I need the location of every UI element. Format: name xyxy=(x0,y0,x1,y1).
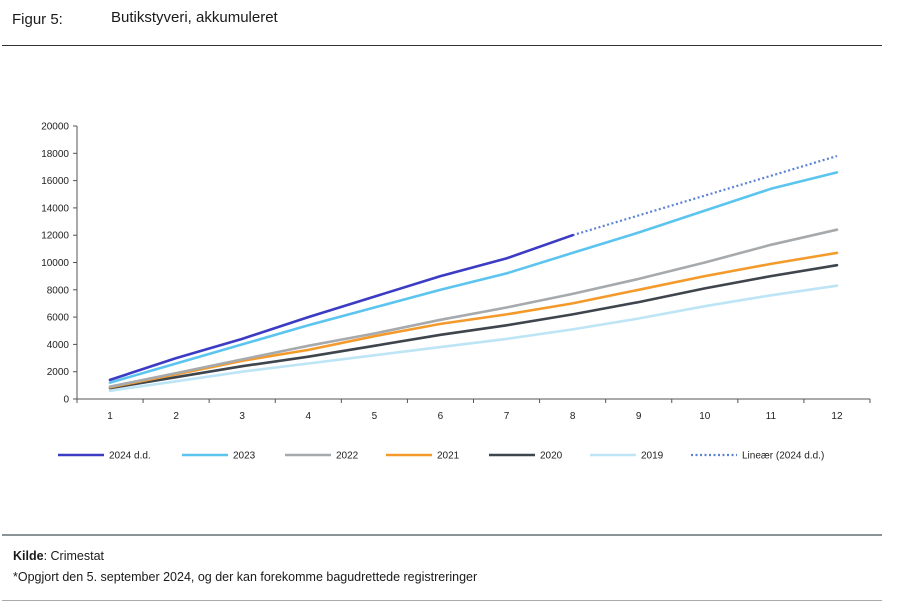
x-tick-label: 4 xyxy=(306,411,312,422)
x-tick-label: 1 xyxy=(107,411,113,422)
legend-label-0: 2024 d.d. xyxy=(109,451,151,462)
legend-label-4: 2020 xyxy=(540,451,563,462)
y-tick-label: 8000 xyxy=(47,285,70,296)
x-axis: 1 2 3 4 5 6 7 8 9 10 11 12 xyxy=(76,398,871,422)
legend-label-6: Lineær (2024 d.d.) xyxy=(742,451,824,462)
x-tick-label: 11 xyxy=(766,411,777,422)
x-tick-label: 9 xyxy=(636,411,642,422)
y-tick-label: 16000 xyxy=(41,176,69,187)
series-layer xyxy=(108,154,839,393)
x-tick-label: 7 xyxy=(504,411,510,422)
figure-title: Butikstyveri, akkumuleret xyxy=(111,9,278,26)
legend-label-1: 2023 xyxy=(233,451,256,462)
line-chart: 0 2000 4000 6000 8000 10000 12000 14000 16000 180… xyxy=(41,122,871,462)
y-tick-label: 20000 xyxy=(41,122,69,133)
y-tick-label: 2000 xyxy=(47,367,70,378)
source-label: Kilde xyxy=(13,549,44,563)
legend-label-3: 2021 xyxy=(437,451,460,462)
x-tick-label: 12 xyxy=(831,411,843,422)
x-tick-label: 2 xyxy=(173,411,179,422)
source-line: Kilde: Crimestat xyxy=(13,549,104,563)
figure-label: Figur 5: xyxy=(12,11,63,28)
series-line-4 xyxy=(108,263,839,390)
legend-label-5: 2019 xyxy=(641,451,664,462)
series-line-6 xyxy=(572,154,838,237)
y-tick-label: 6000 xyxy=(47,313,70,324)
legend-label-2: 2022 xyxy=(336,451,359,462)
x-tick-label: 6 xyxy=(438,411,444,422)
x-tick-label: 5 xyxy=(372,411,378,422)
series-line-1 xyxy=(108,171,839,384)
y-tick-label: 18000 xyxy=(41,149,69,160)
series-line-0 xyxy=(108,233,574,382)
x-tick-label: 3 xyxy=(239,411,245,422)
footer-divider xyxy=(2,534,882,536)
x-tick-label: 8 xyxy=(570,411,576,422)
x-tick-label: 10 xyxy=(699,411,711,422)
y-tick-label: 14000 xyxy=(41,203,69,214)
y-tick-label: 4000 xyxy=(47,340,70,351)
y-tick-label: 12000 xyxy=(41,231,69,242)
y-tick-label: 10000 xyxy=(41,258,69,269)
series-line-5 xyxy=(108,284,839,393)
source-text: : Crimestat xyxy=(43,549,104,563)
series-line-2 xyxy=(108,228,839,389)
y-axis: 0 2000 4000 6000 8000 10000 12000 14000 16000 180… xyxy=(41,122,78,406)
top-divider xyxy=(2,45,882,46)
bottom-divider xyxy=(2,600,882,601)
footnote: *Opgjort den 5. september 2024, og der k… xyxy=(13,570,478,584)
y-tick-label: 0 xyxy=(63,395,69,406)
legend: 2024 d.d. 2023 2022 2021 2020 2019 Lineær (202… xyxy=(58,451,824,462)
series-line-3 xyxy=(108,251,839,389)
